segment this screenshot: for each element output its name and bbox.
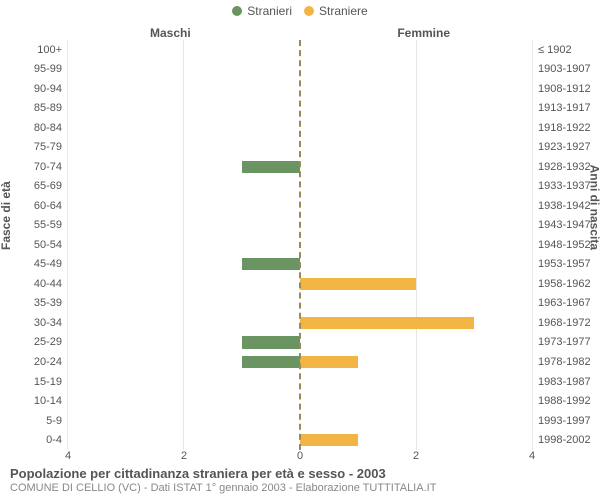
center-axis-line bbox=[299, 40, 301, 450]
column-title-female: Femmine bbox=[397, 26, 450, 40]
age-label: 60-64 bbox=[34, 196, 62, 216]
birth-year-label: 1958-1962 bbox=[538, 274, 591, 294]
age-label: 20-24 bbox=[34, 352, 62, 372]
birth-year-label: 1998-2002 bbox=[538, 430, 591, 450]
age-label: 85-89 bbox=[34, 99, 62, 119]
birth-year-label: 1913-1917 bbox=[538, 99, 591, 119]
bar-male bbox=[242, 356, 300, 368]
age-label: 35-39 bbox=[34, 294, 62, 314]
age-label: 65-69 bbox=[34, 177, 62, 197]
x-axis: 4 2 0 2 4 bbox=[68, 450, 532, 466]
birth-year-label: 1953-1957 bbox=[538, 255, 591, 275]
age-label: 70-74 bbox=[34, 157, 62, 177]
chart-subtitle: COMUNE DI CELLIO (VC) - Dati ISTAT 1° ge… bbox=[10, 482, 436, 496]
legend: Stranieri Straniere bbox=[0, 4, 600, 19]
x-tick: 4 bbox=[529, 450, 535, 462]
birth-year-label: 1968-1972 bbox=[538, 313, 591, 333]
column-title-male: Maschi bbox=[150, 26, 191, 40]
legend-swatch bbox=[232, 6, 242, 16]
birth-year-label: 1963-1967 bbox=[538, 294, 591, 314]
age-label: 100+ bbox=[37, 40, 62, 60]
legend-item: Straniere bbox=[304, 4, 368, 18]
age-label: 50-54 bbox=[34, 235, 62, 255]
gridline bbox=[532, 40, 533, 450]
birth-year-label: 1918-1922 bbox=[538, 118, 591, 138]
legend-label: Straniere bbox=[319, 4, 368, 18]
age-label: 55-59 bbox=[34, 216, 62, 236]
birth-year-label: 1928-1932 bbox=[538, 157, 591, 177]
plot-area: 100+≤ 190295-991903-190790-941908-191285… bbox=[68, 40, 532, 450]
birth-year-label: 1943-1947 bbox=[538, 216, 591, 236]
x-tick: 2 bbox=[413, 450, 419, 462]
birth-year-label: ≤ 1902 bbox=[538, 40, 572, 60]
footer: Popolazione per cittadinanza straniera p… bbox=[10, 466, 436, 496]
age-label: 75-79 bbox=[34, 138, 62, 158]
age-label: 40-44 bbox=[34, 274, 62, 294]
age-label: 30-34 bbox=[34, 313, 62, 333]
age-label: 45-49 bbox=[34, 255, 62, 275]
age-label: 90-94 bbox=[34, 79, 62, 99]
chart-title: Popolazione per cittadinanza straniera p… bbox=[10, 466, 436, 482]
chart-container: Stranieri Straniere Maschi Femmine Fasce … bbox=[0, 0, 600, 500]
y-axis-title-left: Fasce di età bbox=[0, 181, 13, 250]
bar-female bbox=[300, 434, 358, 446]
age-label: 0-4 bbox=[46, 430, 62, 450]
age-label: 80-84 bbox=[34, 118, 62, 138]
birth-year-label: 1983-1987 bbox=[538, 372, 591, 392]
legend-item: Stranieri bbox=[232, 4, 292, 18]
age-label: 25-29 bbox=[34, 333, 62, 353]
x-tick: 4 bbox=[65, 450, 71, 462]
bar-male bbox=[242, 258, 300, 270]
x-tick: 0 bbox=[297, 450, 303, 462]
legend-label: Stranieri bbox=[247, 4, 292, 18]
birth-year-label: 1978-1982 bbox=[538, 352, 591, 372]
birth-year-label: 1993-1997 bbox=[538, 411, 591, 431]
birth-year-label: 1933-1937 bbox=[538, 177, 591, 197]
bar-female bbox=[300, 278, 416, 290]
bar-male bbox=[242, 336, 300, 348]
birth-year-label: 1903-1907 bbox=[538, 60, 591, 80]
x-tick: 2 bbox=[181, 450, 187, 462]
birth-year-label: 1938-1942 bbox=[538, 196, 591, 216]
bar-female bbox=[300, 317, 474, 329]
age-label: 95-99 bbox=[34, 60, 62, 80]
birth-year-label: 1908-1912 bbox=[538, 79, 591, 99]
age-label: 15-19 bbox=[34, 372, 62, 392]
legend-swatch bbox=[304, 6, 314, 16]
bar-male bbox=[242, 161, 300, 173]
birth-year-label: 1948-1952 bbox=[538, 235, 591, 255]
bar-female bbox=[300, 356, 358, 368]
birth-year-label: 1988-1992 bbox=[538, 391, 591, 411]
birth-year-label: 1923-1927 bbox=[538, 138, 591, 158]
age-label: 10-14 bbox=[34, 391, 62, 411]
age-label: 5-9 bbox=[46, 411, 62, 431]
birth-year-label: 1973-1977 bbox=[538, 333, 591, 353]
